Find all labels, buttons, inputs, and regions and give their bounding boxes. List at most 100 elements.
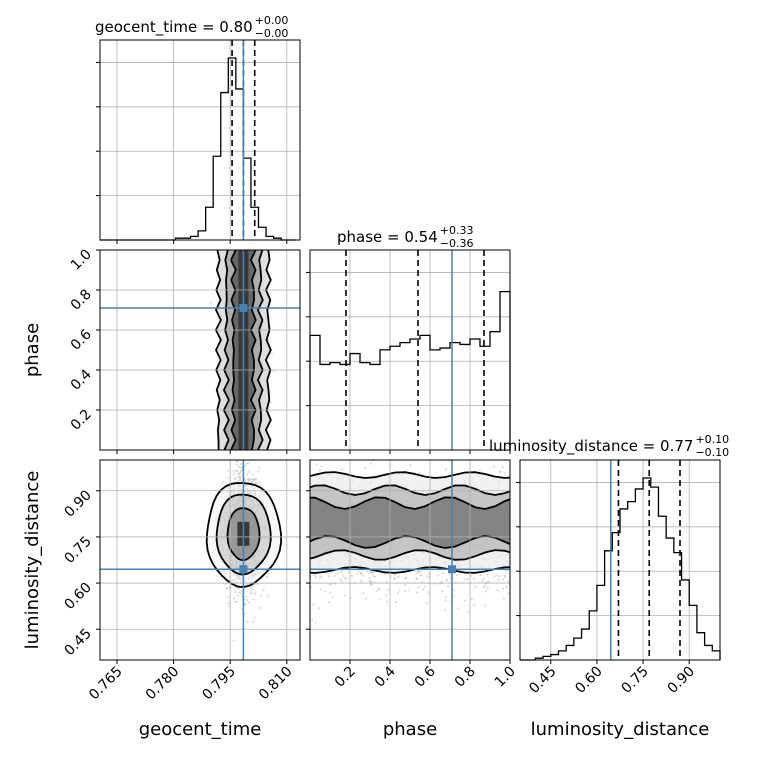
sample-point <box>486 574 489 577</box>
sample-point <box>404 576 407 580</box>
sample-point <box>340 579 343 582</box>
sample-point <box>418 471 421 474</box>
sample-point <box>384 573 387 576</box>
sample-point <box>246 473 249 476</box>
sample-point <box>377 588 380 591</box>
sample-point <box>227 595 230 598</box>
sample-point <box>372 574 375 578</box>
sample-point <box>501 587 505 590</box>
sample-point <box>479 574 482 577</box>
sample-point <box>314 622 317 625</box>
sample-point <box>246 620 249 624</box>
sample-point <box>233 477 237 480</box>
sample-point <box>493 575 496 578</box>
sample-point <box>327 601 331 604</box>
chart-marks <box>100 40 721 661</box>
sample-point <box>240 590 243 593</box>
sample-point <box>221 480 225 484</box>
sample-point <box>486 587 489 590</box>
sample-point <box>347 570 350 573</box>
sample-point <box>252 478 255 481</box>
sample-point <box>227 477 230 480</box>
sample-point <box>470 574 473 577</box>
sample-point <box>272 369 275 373</box>
sample-point <box>245 462 248 465</box>
sample-point <box>424 585 427 588</box>
sample-point <box>238 587 241 590</box>
sample-point <box>394 574 397 577</box>
sample-point <box>362 574 365 577</box>
sample-point <box>250 480 253 483</box>
sample-point <box>252 473 255 476</box>
sample-point <box>484 585 487 588</box>
sample-point <box>448 573 451 576</box>
sample-point <box>266 575 269 579</box>
sample-point <box>394 600 397 604</box>
sample-point <box>250 458 252 460</box>
sample-point <box>398 589 401 592</box>
sample-point <box>320 465 323 468</box>
sample-point <box>377 587 380 590</box>
sample-point <box>238 591 241 594</box>
sample-point <box>416 569 420 573</box>
density-contour <box>310 496 510 549</box>
sample-point <box>416 591 419 594</box>
sample-point <box>328 591 331 594</box>
sample-point <box>235 469 238 472</box>
sample-point <box>255 477 258 480</box>
sample-point <box>324 590 327 593</box>
density-backdrop <box>205 250 510 642</box>
sample-point <box>386 600 389 603</box>
sample-point <box>368 580 371 583</box>
sample-point <box>482 585 486 589</box>
axes-frames <box>96 39 721 664</box>
sample-point <box>363 466 366 470</box>
sample-point <box>409 464 412 467</box>
sample-point <box>444 595 447 599</box>
sample-point <box>370 583 373 587</box>
sample-point <box>255 482 258 485</box>
sample-point <box>236 469 239 473</box>
sample-point <box>249 590 252 594</box>
sample-point <box>482 577 485 580</box>
sample-point <box>481 579 484 583</box>
sample-point <box>457 607 460 610</box>
sample-point <box>269 316 272 319</box>
sample-point <box>248 470 251 474</box>
sample-point <box>259 594 263 597</box>
sample-point <box>417 569 420 573</box>
sample-point <box>463 578 466 581</box>
sample-point <box>472 577 476 580</box>
sample-point <box>357 569 360 572</box>
sample-point <box>442 571 445 575</box>
sample-point <box>251 585 254 588</box>
sample-point <box>320 575 323 578</box>
sample-point <box>238 476 242 479</box>
sample-point <box>418 571 421 574</box>
sample-point <box>495 574 498 577</box>
sample-point <box>379 597 382 600</box>
sample-point <box>501 466 504 469</box>
sample-point <box>320 588 323 591</box>
sample-point <box>470 597 473 601</box>
sample-point <box>269 401 272 404</box>
sample-point <box>232 473 235 476</box>
sample-point <box>225 587 228 590</box>
sample-point <box>498 470 501 474</box>
sample-point <box>270 352 273 356</box>
sample-point <box>444 468 447 471</box>
sample-point <box>249 477 252 480</box>
sample-point <box>456 573 459 577</box>
sample-point <box>236 594 240 597</box>
sample-point <box>239 466 243 469</box>
histogram-geocent_time <box>100 57 297 241</box>
sample-point <box>466 578 469 581</box>
sample-point <box>209 301 212 305</box>
sample-point <box>238 478 242 482</box>
sample-point <box>328 583 331 586</box>
sample-point <box>258 481 261 484</box>
sample-point <box>427 572 430 575</box>
sample-point <box>248 479 251 482</box>
sample-point <box>365 570 369 573</box>
